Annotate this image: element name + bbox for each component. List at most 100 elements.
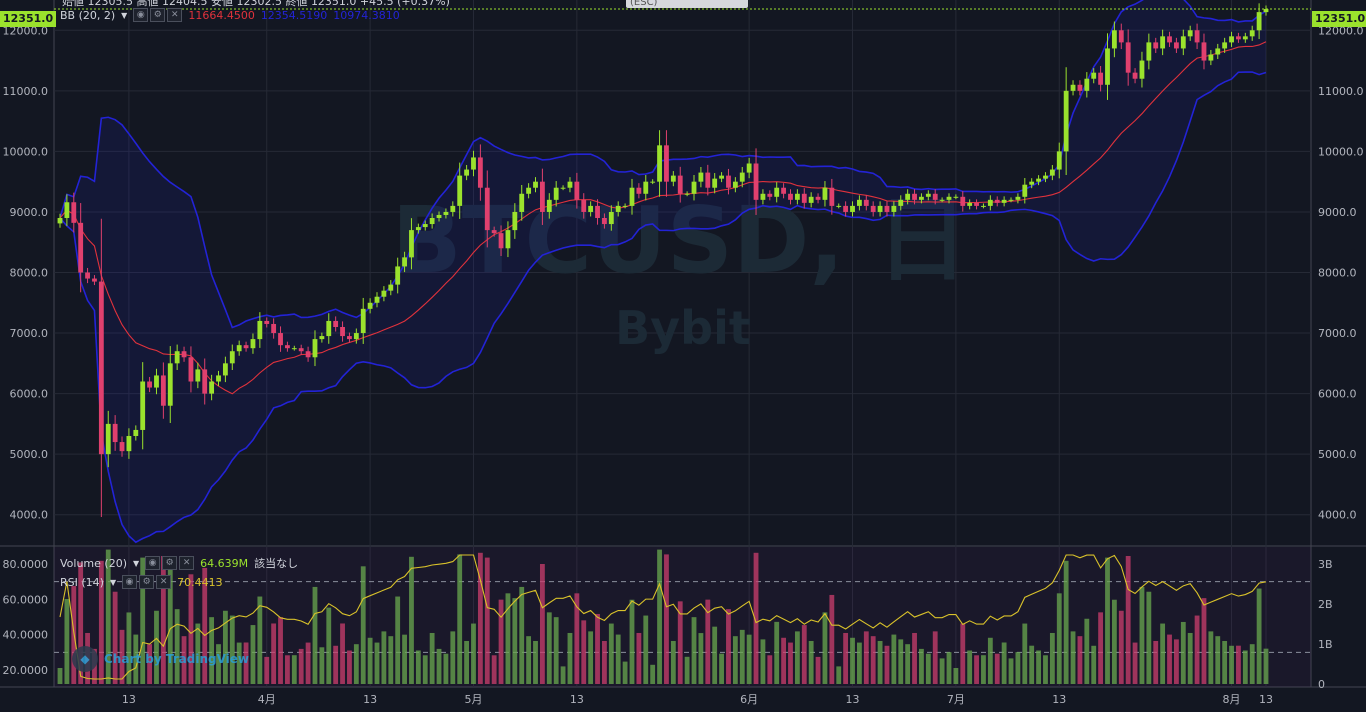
tradingview-watermark[interactable]: ◆ Chart by TradingView bbox=[72, 646, 249, 672]
volume-bar bbox=[657, 549, 662, 684]
volume-bar bbox=[905, 644, 911, 684]
caret-down-icon[interactable]: ▼ bbox=[133, 558, 140, 568]
volume-bar bbox=[1001, 642, 1007, 684]
candle-body bbox=[863, 199, 869, 206]
candle-body bbox=[1153, 42, 1159, 49]
left-price-tick: 6000.0 bbox=[10, 388, 49, 401]
candle-body bbox=[319, 336, 325, 340]
ohlc-header: 始値 12305.5 高値 12404.5 安値 12302.5 終値 1235… bbox=[62, 0, 450, 8]
visibility-icon[interactable]: ◉ bbox=[145, 556, 161, 570]
visibility-icon[interactable]: ◉ bbox=[122, 575, 138, 589]
bb-label[interactable]: BB (20, 2) bbox=[60, 8, 116, 22]
volume-bar bbox=[994, 653, 1000, 684]
volume-bar bbox=[381, 631, 387, 684]
candle-body bbox=[1132, 72, 1138, 79]
volume-bar bbox=[388, 636, 394, 684]
volume-bar bbox=[1036, 650, 1041, 684]
candle-body bbox=[498, 233, 504, 249]
volume-bar bbox=[1070, 631, 1076, 684]
bb-fill bbox=[60, 0, 1266, 543]
volume-bar bbox=[636, 632, 642, 684]
esc-hint[interactable]: (ESC) bbox=[626, 0, 748, 8]
time-tick: 13 bbox=[363, 693, 377, 706]
time-tick: 8月 bbox=[1223, 693, 1241, 706]
candle-body bbox=[471, 157, 476, 170]
candle-body bbox=[1036, 178, 1041, 182]
bb-lower-line bbox=[59, 71, 1267, 544]
volume-bar bbox=[202, 567, 208, 684]
candle-body bbox=[1222, 42, 1228, 49]
candle-body bbox=[360, 308, 366, 334]
volume-bar bbox=[195, 623, 201, 684]
candle-body bbox=[167, 363, 173, 406]
volume-label[interactable]: Volume (20) bbox=[60, 556, 127, 570]
volume-bar bbox=[484, 557, 490, 684]
rsi-label[interactable]: RSI (14) bbox=[60, 575, 104, 589]
candle-body bbox=[264, 320, 270, 324]
volume-bar bbox=[464, 640, 470, 684]
volume-bar bbox=[174, 609, 180, 684]
candle-body bbox=[781, 187, 787, 194]
visibility-icon[interactable]: ◉ bbox=[133, 8, 149, 22]
candle-body bbox=[209, 381, 215, 394]
candle-body bbox=[285, 345, 290, 349]
candle-body bbox=[457, 175, 463, 206]
candle-body bbox=[1249, 30, 1255, 37]
settings-icon[interactable]: ⚙ bbox=[139, 575, 155, 589]
volume-bar bbox=[925, 653, 931, 684]
volume-bar bbox=[78, 562, 84, 684]
candle-body bbox=[774, 187, 780, 197]
candle-body bbox=[347, 336, 352, 340]
time-tick: 4月 bbox=[258, 693, 276, 706]
candle-body bbox=[374, 296, 380, 303]
candle-body bbox=[794, 193, 800, 200]
volume-bar bbox=[781, 637, 787, 684]
candle-body bbox=[1242, 36, 1248, 40]
candle-body bbox=[1194, 30, 1200, 43]
candle-body bbox=[1215, 48, 1221, 55]
volume-bar bbox=[140, 557, 146, 684]
volume-value: 64.639M bbox=[200, 556, 249, 570]
caret-down-icon[interactable]: ▼ bbox=[121, 10, 128, 20]
candle-body bbox=[222, 363, 228, 376]
candle-body bbox=[670, 175, 676, 182]
volume-bar bbox=[822, 612, 828, 684]
close-icon[interactable]: ✕ bbox=[156, 575, 172, 589]
candle-body bbox=[1063, 90, 1069, 152]
candle-body bbox=[126, 436, 132, 452]
volume-bar bbox=[560, 666, 566, 684]
candle-body bbox=[1001, 199, 1007, 203]
candle-body bbox=[856, 199, 862, 206]
volume-bar bbox=[285, 655, 290, 684]
candle-body bbox=[932, 193, 938, 200]
volume-bar bbox=[1056, 593, 1062, 684]
left-price-tick: 9000.0 bbox=[10, 206, 49, 219]
caret-down-icon[interactable]: ▼ bbox=[109, 577, 117, 587]
tradingview-logo-icon: ◆ bbox=[72, 646, 98, 672]
time-tick: 13 bbox=[1052, 693, 1066, 706]
volume-bar bbox=[588, 631, 594, 684]
bb-upper-value: 12354.5190 bbox=[260, 8, 328, 22]
rsi-tick: 80.0000 bbox=[3, 558, 49, 571]
candle-body bbox=[78, 222, 84, 273]
candle-body bbox=[664, 145, 669, 182]
candle-body bbox=[271, 323, 277, 334]
volume-bar bbox=[119, 629, 125, 684]
volume-bar bbox=[712, 626, 718, 684]
settings-icon[interactable]: ⚙ bbox=[162, 556, 178, 570]
volume-bar bbox=[1187, 632, 1193, 684]
candle-body bbox=[643, 181, 649, 194]
close-icon[interactable]: ✕ bbox=[167, 8, 183, 22]
volume-bar bbox=[539, 564, 545, 684]
volume-bar bbox=[512, 598, 518, 684]
settings-icon[interactable]: ⚙ bbox=[150, 8, 166, 22]
volume-bar bbox=[209, 617, 215, 684]
candle-body bbox=[595, 205, 600, 218]
close-icon[interactable]: ✕ bbox=[179, 556, 195, 570]
volume-bar bbox=[533, 640, 538, 684]
volume-bar bbox=[1111, 599, 1117, 684]
candle-body bbox=[333, 320, 339, 327]
volume-bar bbox=[250, 625, 256, 684]
volume-bar bbox=[567, 632, 573, 684]
